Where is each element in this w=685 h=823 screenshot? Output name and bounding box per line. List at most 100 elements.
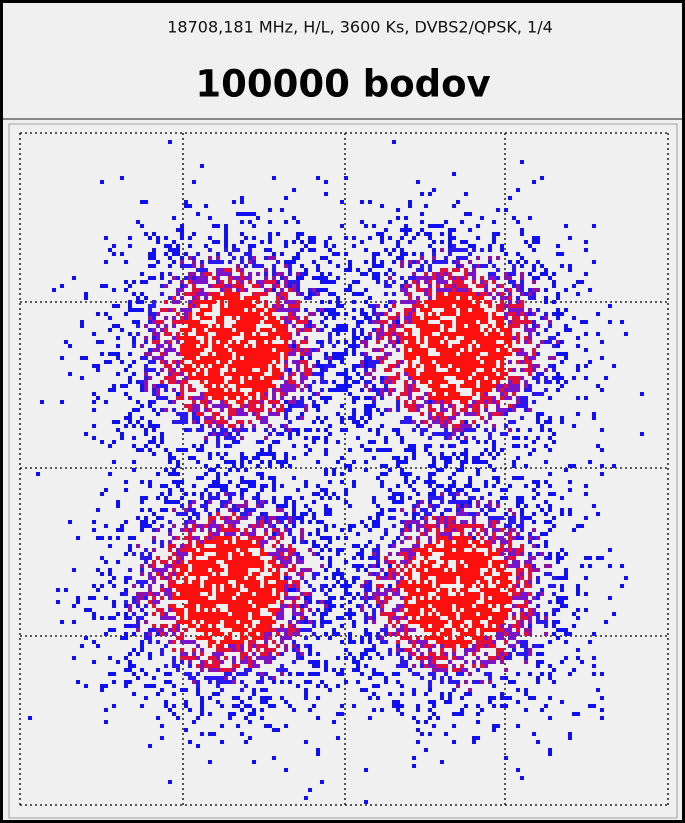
symbol-point	[288, 548, 292, 552]
symbol-point	[152, 360, 156, 364]
symbol-point	[172, 640, 176, 644]
symbol-point	[376, 632, 380, 636]
symbol-point	[240, 580, 244, 584]
symbol-point	[296, 280, 300, 284]
symbol-point	[200, 648, 204, 652]
symbol-point	[416, 500, 420, 504]
symbol-point	[508, 332, 512, 336]
symbol-point	[404, 616, 408, 620]
symbol-point	[376, 336, 380, 340]
symbol-point	[440, 516, 444, 520]
symbol-point	[504, 592, 508, 596]
symbol-point	[212, 652, 216, 656]
symbol-point	[232, 620, 236, 624]
symbol-point	[216, 404, 220, 408]
symbol-point	[512, 388, 516, 392]
symbol-point	[584, 396, 588, 400]
symbol-point	[524, 660, 528, 664]
symbol-point	[272, 608, 276, 612]
symbol-point	[468, 476, 472, 480]
symbol-point	[380, 508, 384, 512]
symbol-point	[412, 552, 416, 556]
symbol-point	[328, 388, 332, 392]
symbol-point	[260, 536, 264, 540]
symbol-point	[204, 296, 208, 300]
symbol-point	[576, 592, 580, 596]
symbol-point	[352, 524, 356, 528]
symbol-point	[104, 560, 108, 564]
symbol-point	[416, 536, 420, 540]
symbol-point	[244, 620, 248, 624]
symbol-point	[124, 612, 128, 616]
symbol-point	[528, 340, 532, 344]
symbol-point	[248, 308, 252, 312]
symbol-point	[520, 352, 524, 356]
symbol-point	[368, 640, 372, 644]
symbol-point	[196, 280, 200, 284]
symbol-point	[504, 272, 508, 276]
symbol-point	[148, 652, 152, 656]
symbol-point	[256, 472, 260, 476]
symbol-point	[180, 288, 184, 292]
symbol-point	[404, 572, 408, 576]
symbol-point	[392, 592, 396, 596]
symbol-point	[280, 252, 284, 256]
symbol-point	[144, 368, 148, 372]
symbol-point	[272, 276, 276, 280]
symbol-point	[120, 252, 124, 256]
symbol-point	[348, 416, 352, 420]
symbol-point	[144, 280, 148, 284]
symbol-point	[288, 272, 292, 276]
symbol-point	[72, 568, 76, 572]
symbol-point	[440, 656, 444, 660]
symbol-point	[256, 592, 260, 596]
symbol-point	[256, 440, 260, 444]
symbol-point	[416, 600, 420, 604]
symbol-point	[116, 504, 120, 508]
symbol-point	[368, 372, 372, 376]
symbol-point	[560, 416, 564, 420]
symbol-point	[136, 408, 140, 412]
symbol-point	[512, 588, 516, 592]
symbol-point	[320, 624, 324, 628]
symbol-point	[168, 564, 172, 568]
symbol-point	[356, 420, 360, 424]
symbol-point	[132, 664, 136, 668]
symbol-point	[212, 392, 216, 396]
symbol-point	[408, 204, 412, 208]
symbol-point	[192, 624, 196, 628]
symbol-point	[392, 304, 396, 308]
symbol-point	[260, 488, 264, 492]
symbol-point	[364, 628, 368, 632]
symbol-point	[496, 628, 500, 632]
symbol-point	[556, 352, 560, 356]
symbol-point	[236, 420, 240, 424]
symbol-point	[208, 360, 212, 364]
symbol-point	[52, 288, 56, 292]
symbol-point	[252, 212, 256, 216]
symbol-point	[352, 380, 356, 384]
symbol-point	[276, 616, 280, 620]
symbol-point	[512, 324, 516, 328]
symbol-point	[284, 632, 288, 636]
symbol-point	[116, 352, 120, 356]
symbol-point	[600, 388, 604, 392]
symbol-point	[416, 604, 420, 608]
symbol-point	[140, 592, 144, 596]
symbol-point	[500, 544, 504, 548]
symbol-point	[396, 604, 400, 608]
symbol-point	[224, 352, 228, 356]
symbol-point	[400, 560, 404, 564]
symbol-point	[392, 568, 396, 572]
symbol-point	[248, 344, 252, 348]
symbol-point	[208, 528, 212, 532]
symbol-point	[288, 260, 292, 264]
symbol-point	[564, 380, 568, 384]
symbol-point	[488, 696, 492, 700]
symbol-point	[428, 472, 432, 476]
symbol-point	[204, 404, 208, 408]
symbol-point	[440, 376, 444, 380]
symbol-point	[416, 608, 420, 612]
symbol-point	[292, 304, 296, 308]
